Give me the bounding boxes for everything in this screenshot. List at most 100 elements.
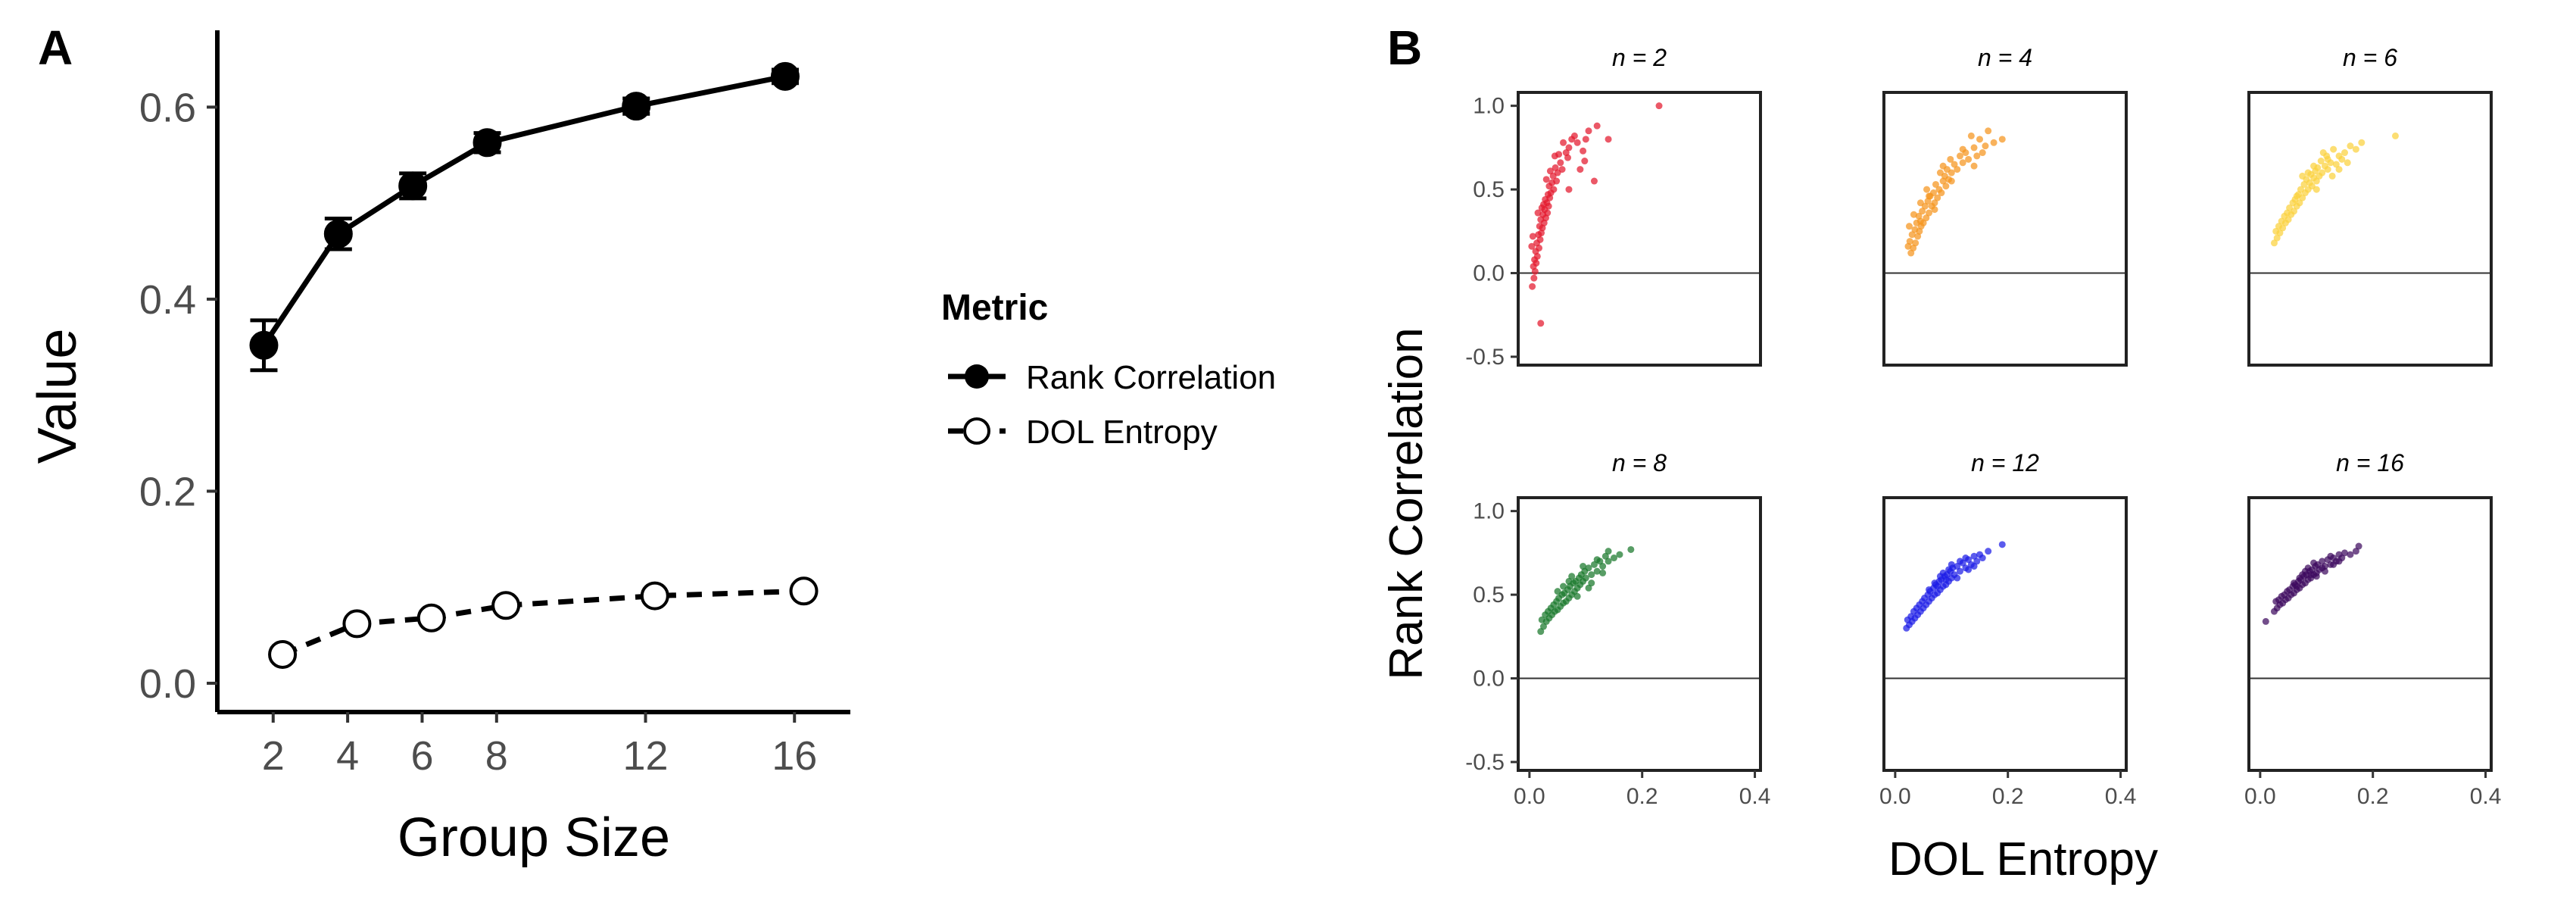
facet-border	[1882, 91, 2128, 367]
panel-b-x-tick-label: 0.2	[2357, 784, 2389, 809]
scatter-point	[2352, 145, 2359, 153]
scatter-point	[1970, 162, 1978, 170]
scatter-point	[1573, 592, 1581, 600]
scatter-point	[1593, 567, 1601, 575]
data-point	[416, 603, 446, 633]
panel-a-x-tick-label: 8	[485, 733, 508, 779]
scatter-point	[2299, 571, 2306, 579]
scatter-point	[1588, 571, 1595, 579]
panel-b-x-tick-label: 0.0	[1514, 784, 1545, 809]
scatter-point	[2307, 571, 2315, 579]
scatter-point	[1542, 176, 1550, 183]
scatter-point	[1535, 231, 1542, 239]
panel-b-y-tick-label: 0.0	[1473, 261, 1505, 286]
scatter-point	[1599, 569, 1607, 576]
scatter-point	[1544, 191, 1552, 198]
scatter-point	[1562, 149, 1570, 157]
scatter-point	[1565, 186, 1573, 193]
scatter-point	[1557, 159, 1564, 167]
scatter-point	[1580, 563, 1587, 570]
scatter-point	[2270, 608, 2278, 615]
data-point	[640, 581, 669, 611]
scatter-point	[1599, 563, 1607, 570]
scatter-point	[1601, 552, 1609, 560]
scatter-point	[1942, 576, 1950, 583]
scatter-point	[1568, 573, 1576, 580]
panel-a: Group Size Value 0.0 0.2 0.4 0.6 2 4 6 8 12 16	[27, 30, 850, 868]
scatter-point	[1580, 147, 1587, 155]
scatter-point	[1605, 548, 1612, 555]
scatter-point	[1973, 152, 1981, 160]
scatter-point	[1546, 167, 1554, 175]
scatter-point	[1576, 166, 1584, 173]
scatter-point	[1982, 142, 1989, 150]
facet-title: n = 12	[1971, 449, 2039, 476]
scatter-point	[2391, 132, 2399, 139]
scatter-point	[2332, 161, 2340, 168]
scatter-point	[2335, 152, 2343, 160]
scatter-point	[1545, 183, 1553, 190]
scatter-point	[2316, 172, 2323, 180]
scatter-point	[1911, 226, 1919, 233]
scatter-point	[1985, 548, 1992, 555]
facet-title: n = 4	[1978, 44, 2032, 71]
scatter-point	[1926, 192, 1933, 200]
scatter-point	[1568, 136, 1576, 143]
facet-4: n = 8 -0.5 0.0 0.5 1.0 0.0 0.2 0.4	[1465, 449, 1770, 809]
scatter-point	[2335, 558, 2343, 565]
scatter-point	[1534, 209, 1542, 217]
legend-item-dol-entropy: DOL Entropy	[948, 414, 1218, 451]
panel-b-x-tick-label: 0.4	[1739, 784, 1771, 809]
scatter-point	[1990, 139, 1997, 146]
scatter-point	[2293, 192, 2300, 200]
scatter-point	[1532, 248, 1539, 255]
scatter-point	[2355, 542, 2362, 550]
scatter-points	[2270, 132, 2399, 247]
scatter-point	[2327, 552, 2334, 560]
scatter-point	[1976, 136, 1984, 143]
facet-title: n = 2	[1612, 44, 1667, 71]
scatter-point	[2319, 149, 2327, 157]
series-line-dol-entropy	[281, 588, 804, 658]
scatter-point	[1939, 162, 1947, 170]
panel-b-x-tick-label: 0.2	[1992, 784, 2024, 809]
panel-b-x-tick-label: 0.0	[1879, 784, 1911, 809]
scatter-point	[1916, 217, 1924, 225]
scatter-point	[2262, 617, 2269, 625]
facet-3: n = 6	[2247, 44, 2493, 367]
scatter-point	[1582, 136, 1589, 143]
scatter-point	[1573, 139, 1581, 146]
scatter-point	[1910, 608, 1917, 615]
scatter-point	[1593, 556, 1601, 564]
scatter-point	[2275, 223, 2282, 230]
scatter-point	[1956, 567, 1963, 575]
scatter-point	[1919, 208, 1926, 215]
facet-1: n = 2 -0.5 0.0 0.5 1.0	[1465, 44, 1762, 370]
scatter-point	[1616, 551, 1623, 558]
scatter-point	[1973, 558, 1981, 565]
scatter-point	[1530, 263, 1537, 270]
scatter-points	[1528, 102, 1663, 327]
scatter-point	[1533, 239, 1541, 247]
scatter-point	[2272, 598, 2280, 605]
scatter-point	[1529, 233, 1536, 240]
scatter-point	[1560, 583, 1567, 590]
scatter-point	[1910, 211, 1917, 218]
legend-title: Metric	[941, 288, 1048, 328]
panel-b-x-axis-title: DOL Entropy	[1888, 833, 2158, 886]
panel-a-y-tick-label: 0.2	[139, 469, 196, 514]
legend-label-rank-correlation: Rank Correlation	[1026, 359, 1276, 396]
panel-b-y-tick-label: -0.5	[1465, 750, 1505, 775]
scatter-point	[1948, 177, 1955, 185]
scatter-point	[2300, 180, 2308, 188]
scatter-point	[2310, 162, 2318, 170]
scatter-point	[1935, 186, 1943, 193]
scatter-point	[1945, 566, 1953, 573]
scatter-point	[1611, 554, 1618, 562]
panel-a-letter: A	[38, 20, 73, 75]
panel-b-x-tick-label: 0.0	[2244, 784, 2276, 809]
scatter-point	[2312, 573, 2320, 580]
scatter-point	[2293, 583, 2300, 590]
data-point	[323, 219, 353, 248]
